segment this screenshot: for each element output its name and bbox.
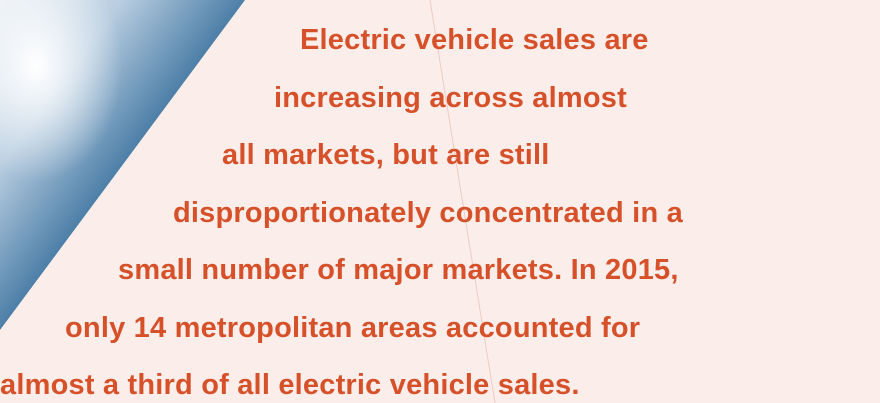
divider <box>429 0 496 403</box>
photo-highlight <box>0 0 245 330</box>
text-line: small number of major markets. In 2015, <box>118 254 679 286</box>
text-line: only 14 metropolitan areas accounted for <box>65 312 641 344</box>
text-line: all markets, but are still <box>222 139 550 171</box>
text-line: disproportionately concentrated in a <box>173 197 683 229</box>
text-line: almost a third of all electric vehicle s… <box>0 369 580 401</box>
text-line: increasing across almost <box>274 82 627 114</box>
text-line: Electric vehicle sales are <box>300 24 649 56</box>
